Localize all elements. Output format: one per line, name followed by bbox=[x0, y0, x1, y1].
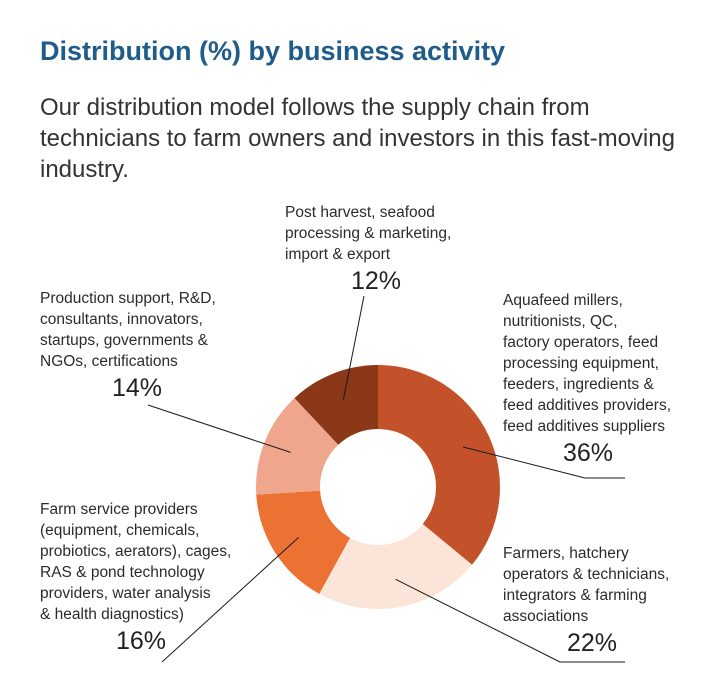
chart-title: Distribution (%) by business activity bbox=[40, 36, 506, 66]
leader-feed bbox=[462, 446, 586, 479]
slice-label-services: Farm service providers (equipment, chemi… bbox=[40, 499, 231, 656]
slice-name-support: Production support, R&D, consultants, in… bbox=[40, 290, 216, 370]
leader-farmers bbox=[395, 578, 561, 663]
slice-label-postharvest: Post harvest, seafood processing & marke… bbox=[285, 202, 451, 296]
leader-postharvest bbox=[342, 295, 365, 400]
slice-feed bbox=[378, 365, 500, 565]
slice-services bbox=[256, 490, 351, 594]
slice-label-support: Production support, R&D, consultants, in… bbox=[40, 288, 216, 403]
slice-name-feed: Aquafeed millers, nutritionists, QC, fac… bbox=[503, 292, 672, 435]
slice-pct-support: 14% bbox=[112, 374, 163, 402]
slice-postharvest bbox=[294, 365, 378, 445]
slice-label-feed: Aquafeed millers, nutritionists, QC, fac… bbox=[503, 290, 671, 468]
slice-name-services: Farm service providers (equipment, chemi… bbox=[40, 501, 232, 623]
slice-pct-services: 16% bbox=[116, 627, 167, 655]
slice-name-farmers: Farmers, hatchery operators & technician… bbox=[503, 545, 670, 625]
chart-subtitle: Our distribution model follows the suppl… bbox=[40, 94, 675, 183]
slice-pct-feed: 36% bbox=[563, 439, 614, 467]
slice-name-postharvest: Post harvest, seafood processing & marke… bbox=[285, 204, 452, 263]
leader-services bbox=[161, 536, 299, 663]
slice-support bbox=[256, 398, 339, 495]
slice-pct-farmers: 22% bbox=[567, 629, 618, 657]
slice-label-farmers: Farmers, hatchery operators & technician… bbox=[503, 543, 669, 658]
slice-farmers bbox=[319, 523, 473, 610]
leader-support bbox=[147, 404, 291, 453]
slice-pct-postharvest: 12% bbox=[351, 267, 402, 295]
